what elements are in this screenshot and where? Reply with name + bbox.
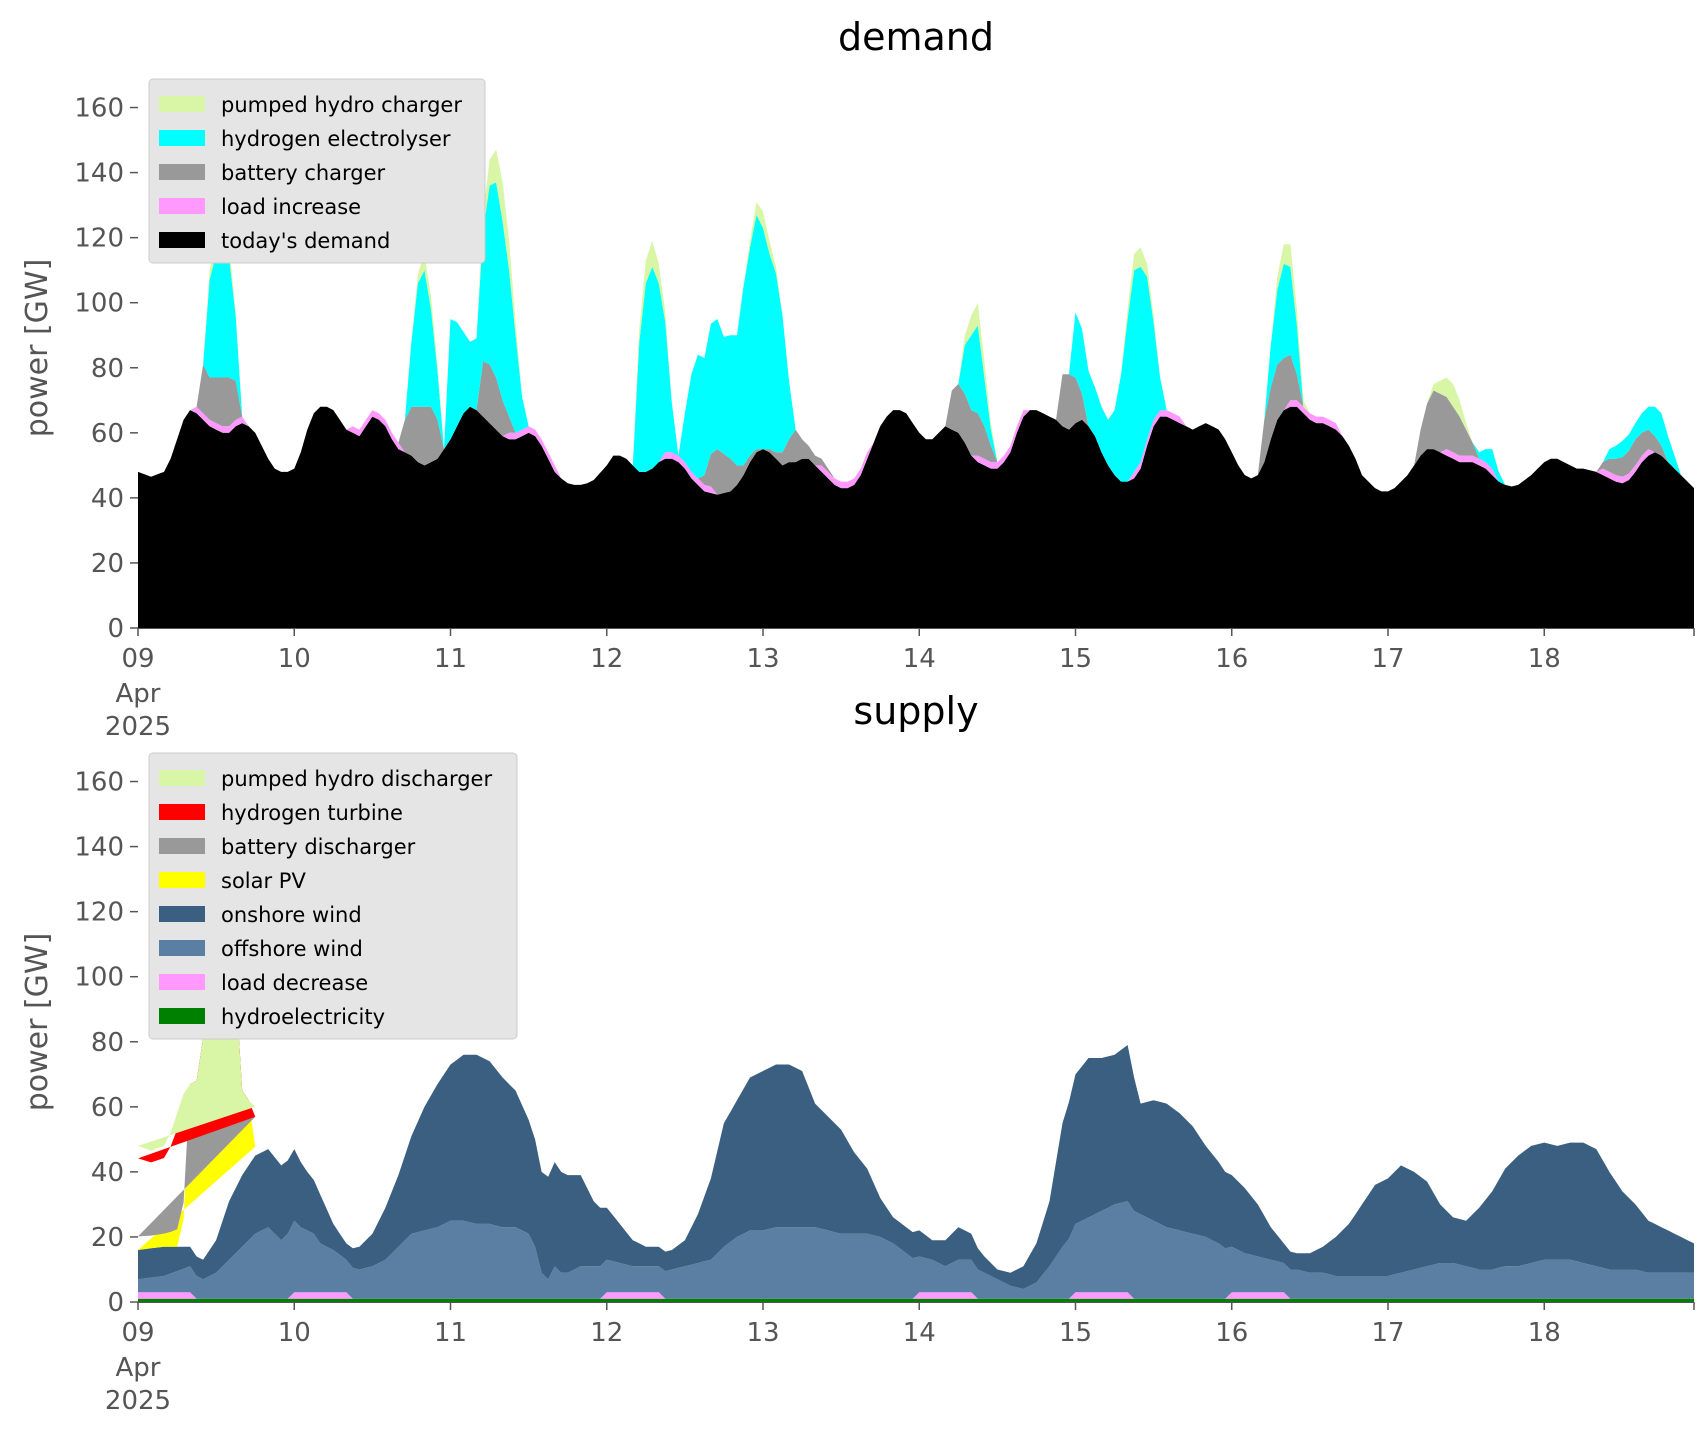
x-tick-sublabel: 2025: [105, 1386, 171, 1416]
legend-label: solar PV: [221, 869, 306, 893]
y-tick-label: 100: [74, 289, 124, 319]
y-tick-label: 60: [91, 419, 124, 449]
x-tick-label: 11: [434, 644, 467, 674]
y-tick-label: 80: [91, 354, 124, 384]
onshore-wind-area: [138, 1045, 1694, 1289]
supply-title: supply: [853, 689, 978, 733]
demand-ylabel: power [GW]: [20, 259, 55, 438]
y-tick-label: 0: [107, 1288, 124, 1318]
offshore-wind-area: [138, 1201, 1694, 1299]
x-tick-label: 13: [746, 1318, 779, 1348]
legend-swatch: [159, 198, 205, 214]
y-tick-label: 20: [91, 1223, 124, 1253]
x-tick-label: 09: [121, 644, 154, 674]
y-tick-label: 160: [74, 94, 124, 124]
legend-label: today's demand: [221, 229, 390, 253]
x-tick-label: 16: [1215, 644, 1248, 674]
x-tick-label: 09: [121, 1318, 154, 1348]
legend-swatch: [159, 770, 205, 786]
legend-swatch: [159, 872, 205, 888]
pumped-hydro-charger-area: [138, 149, 1694, 492]
legend-box: [148, 78, 486, 264]
x-tick-label: 14: [903, 644, 936, 674]
y-tick-label: 40: [91, 484, 124, 514]
legend-label: offshore wind: [221, 937, 363, 961]
legend-swatch: [159, 164, 205, 180]
hydroelectricity-area: [138, 1298, 1694, 1302]
x-tick-label: 12: [590, 644, 623, 674]
x-tick-label: 15: [1059, 1318, 1092, 1348]
x-tick-label: 15: [1059, 644, 1092, 674]
legend-swatch: [159, 1008, 205, 1024]
supply-panel: supply power [GW] 0204060801001201401600…: [20, 689, 1695, 1416]
legend-label: pumped hydro discharger: [221, 767, 492, 791]
legend-swatch: [159, 804, 205, 820]
supply-legend: pumped hydro discharger hydrogen turbine b…: [148, 752, 518, 1040]
y-tick-label: 160: [74, 768, 124, 798]
x-tick-label: 18: [1528, 1318, 1561, 1348]
legend-swatch: [159, 906, 205, 922]
legend-swatch: [159, 232, 205, 248]
x-tick-label: 14: [903, 1318, 936, 1348]
legend-label: load increase: [221, 195, 361, 219]
x-tick-sublabel: 2025: [105, 712, 171, 742]
demand-panel: demand power [GW] 0204060801001201401600…: [20, 15, 1695, 742]
x-tick-label: 16: [1215, 1318, 1248, 1348]
legend-swatch: [159, 96, 205, 112]
legend-label: hydroelectricity: [221, 1005, 385, 1029]
x-tick-label: 10: [278, 1318, 311, 1348]
y-tick-label: 140: [74, 159, 124, 189]
demand-title: demand: [838, 15, 994, 59]
legend-label: hydrogen turbine: [221, 801, 403, 825]
x-tick-label: 13: [746, 644, 779, 674]
legend-box: [148, 752, 518, 1040]
legend-swatch: [159, 838, 205, 854]
y-tick-label: 120: [74, 898, 124, 928]
x-tick-label: 11: [434, 1318, 467, 1348]
todays-demand-area: [138, 406, 1694, 628]
y-tick-label: 140: [74, 833, 124, 863]
legend-swatch: [159, 940, 205, 956]
y-tick-label: 40: [91, 1158, 124, 1188]
x-tick-label: 17: [1371, 644, 1404, 674]
x-tick-label: 17: [1371, 1318, 1404, 1348]
legend-label: load decrease: [221, 971, 368, 995]
legend-label: battery discharger: [221, 835, 416, 859]
x-tick-sublabel: Apr: [116, 1353, 161, 1383]
y-tick-label: 80: [91, 1028, 124, 1058]
legend-swatch: [159, 974, 205, 990]
x-tick-label: 18: [1528, 644, 1561, 674]
demand-areas: [138, 149, 1694, 628]
y-tick-label: 100: [74, 963, 124, 993]
y-tick-label: 0: [107, 614, 124, 644]
legend-label: onshore wind: [221, 903, 362, 927]
legend-label: pumped hydro charger: [221, 93, 462, 117]
y-tick-label: 20: [91, 549, 124, 579]
legend-label: hydrogen electrolyser: [221, 127, 451, 151]
y-tick-label: 60: [91, 1093, 124, 1123]
demand-legend: pumped hydro charger hydrogen electrolyse…: [148, 78, 486, 264]
supply-ylabel: power [GW]: [20, 933, 55, 1112]
x-tick-label: 10: [278, 644, 311, 674]
y-tick-label: 120: [74, 224, 124, 254]
legend-label: battery charger: [221, 161, 386, 185]
x-tick-sublabel: Apr: [116, 679, 161, 709]
legend-swatch: [159, 130, 205, 146]
x-tick-label: 12: [590, 1318, 623, 1348]
